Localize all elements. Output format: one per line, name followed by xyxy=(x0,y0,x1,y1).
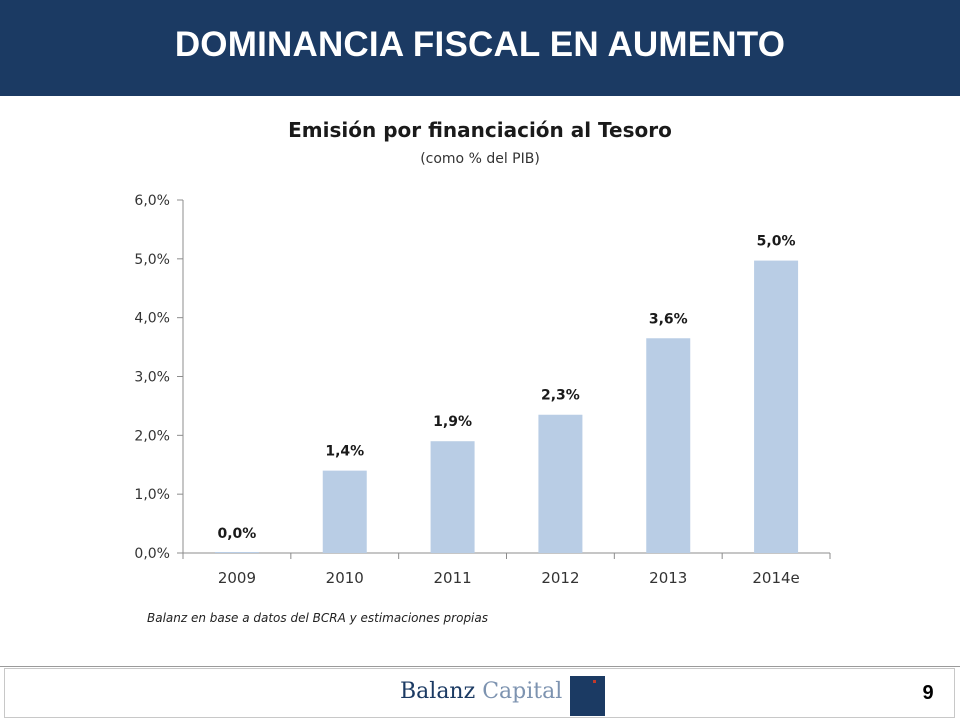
footer-divider xyxy=(0,666,960,667)
data-label: 2,3% xyxy=(541,388,580,404)
x-tick-label: 2009 xyxy=(218,569,256,587)
footer xyxy=(4,668,955,718)
source-note: Balanz en base a datos del BCRA y estima… xyxy=(147,611,488,625)
page-number: 9 xyxy=(922,682,934,704)
data-label: 1,9% xyxy=(433,414,472,430)
y-tick-label: 2,0% xyxy=(134,428,170,444)
y-tick-label: 0,0% xyxy=(134,546,170,562)
y-tick-label: 1,0% xyxy=(134,487,170,503)
logo-mark-icon xyxy=(593,680,596,683)
data-label: 0,0% xyxy=(218,526,257,542)
x-tick-label: 2013 xyxy=(649,569,687,587)
bar xyxy=(214,552,259,553)
chart-subtitle: (como % del PIB) xyxy=(420,151,540,167)
bar xyxy=(754,260,799,553)
bar xyxy=(430,441,475,553)
page-title: DOMINANCIA FISCAL EN AUMENTO xyxy=(174,25,786,64)
x-tick-label: 2010 xyxy=(326,569,364,587)
x-tick-label: 2011 xyxy=(433,569,471,587)
data-label: 3,6% xyxy=(649,311,688,327)
y-tick-label: 3,0% xyxy=(134,370,170,386)
brand-secondary: Capital xyxy=(482,679,563,704)
x-tick-label: 2012 xyxy=(541,569,579,587)
y-tick-label: 5,0% xyxy=(134,252,170,268)
bar xyxy=(646,338,691,553)
bar xyxy=(538,414,583,553)
y-tick-label: 4,0% xyxy=(134,311,170,327)
chart-title: Emisión por financiación al Tesoro xyxy=(288,118,672,142)
bar xyxy=(322,470,367,553)
data-label: 1,4% xyxy=(325,444,364,460)
x-tick-label: 2014e xyxy=(752,569,799,587)
brand-logo xyxy=(570,676,605,716)
brand-name: Balanz Capital xyxy=(400,679,562,704)
header-bar xyxy=(0,0,960,96)
data-label: 5,0% xyxy=(757,234,796,250)
y-tick-label: 6,0% xyxy=(134,193,170,209)
brand-primary: Balanz xyxy=(400,679,476,704)
